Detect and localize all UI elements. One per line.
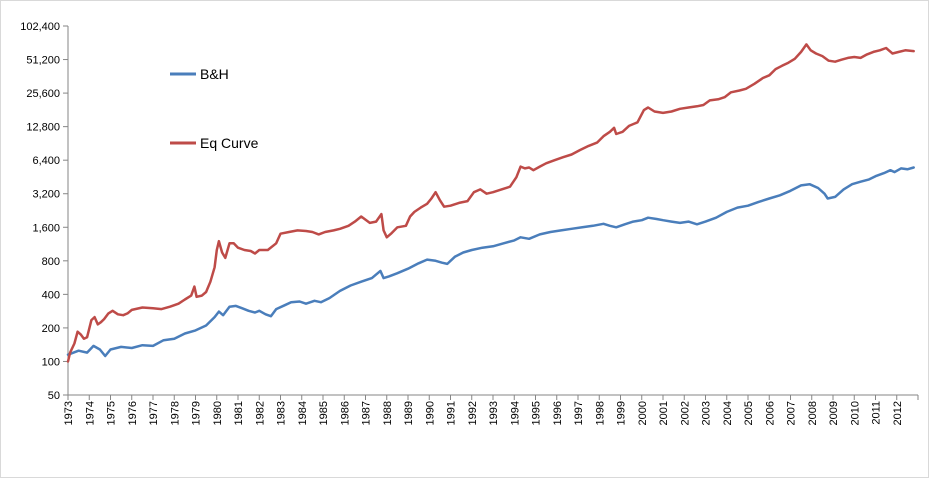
x-tick-label: 2006: [764, 401, 776, 425]
x-tick-label: 1985: [318, 401, 330, 425]
x-tick-label: 2009: [828, 401, 840, 425]
x-tick-label: 1974: [84, 401, 96, 425]
legend-label: Eq Curve: [200, 135, 259, 151]
y-tick-label: 200: [42, 323, 60, 335]
x-tick-label: 2003: [701, 401, 713, 425]
y-tick-label: 100: [42, 356, 60, 368]
x-tick-label: 1994: [509, 401, 521, 425]
x-tick-label: 1981: [233, 401, 245, 425]
x-tick-label: 2004: [722, 401, 734, 425]
legend-label: B&H: [200, 66, 229, 82]
x-tick-label: 1990: [424, 401, 436, 425]
x-tick-label: 1982: [254, 401, 266, 425]
x-tick-label: 2001: [658, 401, 670, 425]
x-tick-label: 1999: [616, 401, 628, 425]
y-tick-label: 12,800: [26, 122, 60, 134]
x-tick-label: 1988: [382, 401, 394, 425]
x-tick-label: 2011: [871, 401, 883, 425]
x-tick-label: 1998: [594, 401, 606, 425]
x-tick-label: 2002: [679, 401, 691, 425]
y-tick-label: 800: [42, 256, 60, 268]
x-tick-label: 1976: [127, 401, 139, 425]
x-tick-label: 1979: [191, 401, 203, 425]
y-tick-label: 25,600: [26, 88, 60, 100]
y-tick-label: 50: [48, 390, 60, 402]
x-tick-label: 1975: [106, 401, 118, 425]
x-tick-label: 1987: [361, 401, 373, 425]
x-tick-label: 1980: [212, 401, 224, 425]
x-tick-label: 1984: [297, 401, 309, 425]
y-tick-label: 51,200: [26, 55, 60, 67]
x-tick-label: 2008: [807, 401, 819, 425]
x-tick-label: 1977: [148, 401, 160, 425]
x-tick-label: 2007: [786, 401, 798, 425]
x-tick-label: 1993: [488, 401, 500, 425]
y-tick-label: 3,200: [32, 189, 60, 201]
y-tick-label: 1,600: [32, 222, 60, 234]
y-tick-label: 102,400: [20, 21, 60, 33]
x-tick-label: 2010: [849, 401, 861, 425]
x-tick-label: 1996: [552, 401, 564, 425]
x-tick-label: 1989: [403, 401, 415, 425]
x-tick-label: 1978: [169, 401, 181, 425]
y-tick-label: 400: [42, 289, 60, 301]
x-tick-label: 2005: [743, 401, 755, 425]
y-tick-label: 6,400: [32, 155, 60, 167]
series-line-b-h: [66, 166, 915, 358]
x-tick-label: 2012: [892, 401, 904, 425]
x-tick-label: 1997: [573, 401, 585, 425]
x-tick-label: 1986: [339, 401, 351, 425]
x-tick-label: 2000: [637, 401, 649, 425]
x-tick-label: 1983: [276, 401, 288, 425]
x-tick-label: 1991: [446, 401, 458, 425]
x-tick-label: 1992: [467, 401, 479, 425]
x-tick-label: 1995: [531, 401, 543, 425]
x-tick-label: 1973: [63, 401, 75, 425]
series-line-eq-curve: [66, 43, 915, 363]
